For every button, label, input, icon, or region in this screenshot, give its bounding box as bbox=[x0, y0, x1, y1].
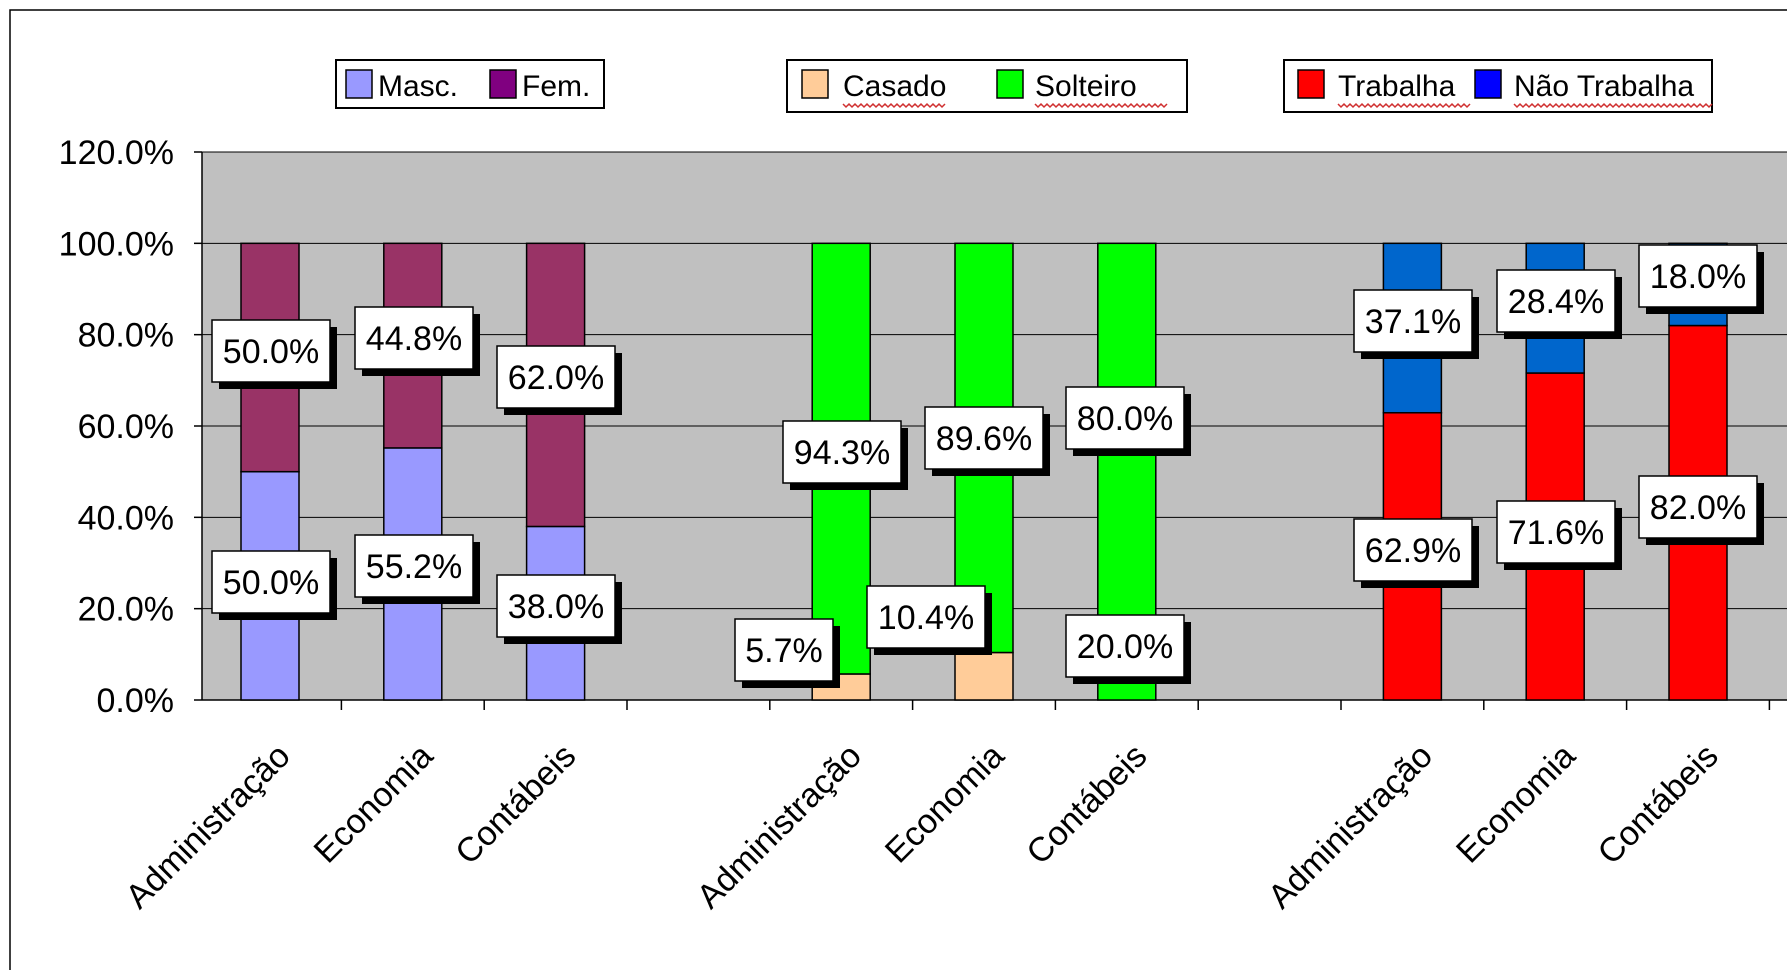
legend-swatch bbox=[345, 69, 373, 99]
data-label: 38.0% bbox=[508, 588, 604, 626]
data-label: 62.9% bbox=[1365, 532, 1461, 570]
legend-swatch bbox=[996, 69, 1024, 99]
legends: Masc. Fem. Casado Solteiro Trabalha Não Traba… bbox=[335, 59, 1713, 113]
data-label: 94.3% bbox=[794, 434, 890, 472]
legend-swatch bbox=[1474, 69, 1502, 99]
y-tick-label: 120.0% bbox=[59, 134, 174, 172]
y-tick-label: 100.0% bbox=[59, 225, 174, 263]
y-tick-label: 40.0% bbox=[78, 499, 174, 537]
legend-label: Solteiro bbox=[1035, 70, 1137, 103]
data-label: 44.8% bbox=[366, 320, 462, 358]
data-label-box bbox=[211, 319, 331, 383]
y-tick-label: 20.0% bbox=[78, 591, 174, 629]
data-label: 71.6% bbox=[1508, 514, 1604, 552]
data-label-box bbox=[782, 420, 902, 484]
legend-label: Fem. bbox=[522, 70, 590, 103]
data-label-box bbox=[496, 345, 616, 409]
data-label-box bbox=[1496, 269, 1616, 333]
data-label-box bbox=[1065, 614, 1185, 678]
data-label-box bbox=[866, 585, 986, 649]
data-label-box bbox=[734, 618, 834, 682]
legend-swatch bbox=[489, 69, 517, 99]
bar-casado-1 bbox=[954, 651, 1014, 701]
legend-box bbox=[335, 59, 605, 109]
legend-label: Masc. bbox=[378, 70, 458, 103]
data-label: 37.1% bbox=[1365, 303, 1461, 341]
legend-label: Casado bbox=[843, 70, 946, 103]
data-label: 62.0% bbox=[508, 359, 604, 397]
spellcheck-underline bbox=[1337, 102, 1471, 109]
data-label-box bbox=[1353, 518, 1473, 582]
spellcheck-underline bbox=[1034, 102, 1168, 109]
data-label: 28.4% bbox=[1508, 283, 1604, 321]
data-label-box bbox=[354, 534, 474, 598]
data-labels: 50.0% 50.0% 55.2% 44.8% 38.0% 62.0% 5.7% 94.3% 1… bbox=[211, 244, 1764, 688]
data-label-box bbox=[1496, 500, 1616, 564]
legend-box bbox=[786, 59, 1188, 113]
data-label: 50.0% bbox=[223, 333, 319, 371]
spellcheck-underline bbox=[842, 102, 946, 109]
data-label-box bbox=[1638, 244, 1758, 308]
spellcheck-underline bbox=[1513, 102, 1713, 109]
legend-swatch bbox=[1297, 69, 1325, 99]
data-label: 20.0% bbox=[1077, 628, 1173, 666]
y-tick-label: 0.0% bbox=[97, 682, 175, 720]
data-label-box bbox=[496, 574, 616, 638]
data-label: 18.0% bbox=[1650, 258, 1746, 296]
legend-swatch bbox=[801, 69, 829, 99]
data-label-box bbox=[1065, 386, 1185, 450]
data-label: 50.0% bbox=[223, 564, 319, 602]
data-label-box bbox=[924, 406, 1044, 470]
y-tick-label: 80.0% bbox=[78, 317, 174, 355]
data-label-box bbox=[1353, 289, 1473, 353]
data-label-box bbox=[211, 550, 331, 614]
y-tick-label: 60.0% bbox=[78, 408, 174, 446]
data-label: 80.0% bbox=[1077, 400, 1173, 438]
legend-label: Trabalha bbox=[1338, 70, 1456, 103]
data-label: 89.6% bbox=[936, 420, 1032, 458]
data-label-box bbox=[1638, 475, 1758, 539]
data-label-box bbox=[354, 306, 474, 370]
data-label: 55.2% bbox=[366, 548, 462, 586]
data-label: 5.7% bbox=[745, 632, 823, 670]
data-label: 82.0% bbox=[1650, 489, 1746, 527]
data-label: 10.4% bbox=[878, 599, 974, 637]
legend-label: Não Trabalha bbox=[1514, 70, 1694, 103]
